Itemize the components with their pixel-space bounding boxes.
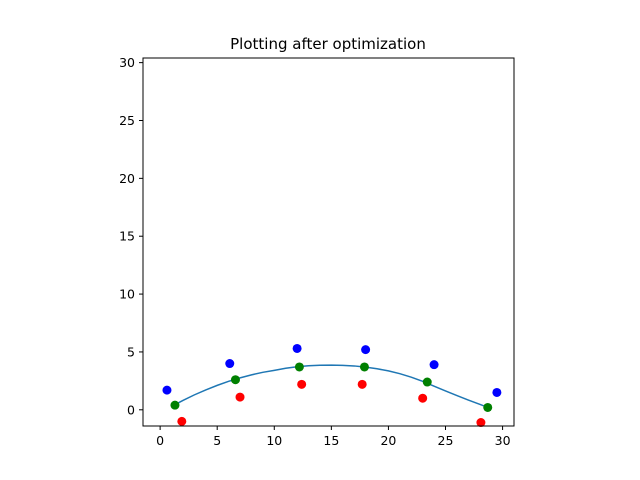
scatter-point-2-1	[230, 375, 240, 385]
x-tick-label: 30	[495, 433, 511, 448]
scatter-point-1-5	[476, 418, 486, 428]
scatter-point-1-1	[235, 392, 245, 402]
scatter-point-2-0	[170, 400, 180, 410]
scatter-point-2-3	[359, 362, 369, 372]
scatter-point-2-2	[294, 362, 304, 372]
fitted-curve-line	[171, 364, 492, 410]
chart-title: Plotting after optimization	[230, 35, 426, 53]
y-tick-label: 0	[127, 402, 135, 417]
y-tick-label: 15	[119, 229, 135, 244]
x-tick-label: 5	[213, 433, 221, 448]
scatter-point-0-4	[429, 360, 439, 370]
scatter-point-0-3	[361, 345, 371, 355]
y-tick-label: 5	[127, 344, 135, 359]
scatter-point-0-5	[492, 387, 502, 397]
scatter-point-0-2	[292, 343, 302, 353]
scatter-point-1-3	[357, 379, 367, 389]
y-tick-label: 20	[119, 171, 135, 186]
y-tick-label: 25	[119, 113, 135, 128]
scatter-point-1-0	[177, 416, 187, 426]
scatter-point-1-2	[297, 379, 307, 389]
y-tick-label: 10	[119, 287, 135, 302]
x-tick-label: 0	[156, 433, 164, 448]
y-tick-label: 30	[119, 55, 135, 70]
scatter-point-1-4	[418, 393, 428, 403]
scatter-point-0-0	[162, 385, 172, 395]
x-tick-label: 15	[323, 433, 339, 448]
x-tick-label: 10	[266, 433, 282, 448]
x-tick-label: 25	[438, 433, 454, 448]
plot-frame	[142, 57, 515, 427]
scatter-point-2-4	[422, 377, 432, 387]
scatter-point-0-1	[225, 359, 235, 369]
scatter-point-2-5	[483, 402, 493, 412]
x-tick-label: 20	[380, 433, 396, 448]
